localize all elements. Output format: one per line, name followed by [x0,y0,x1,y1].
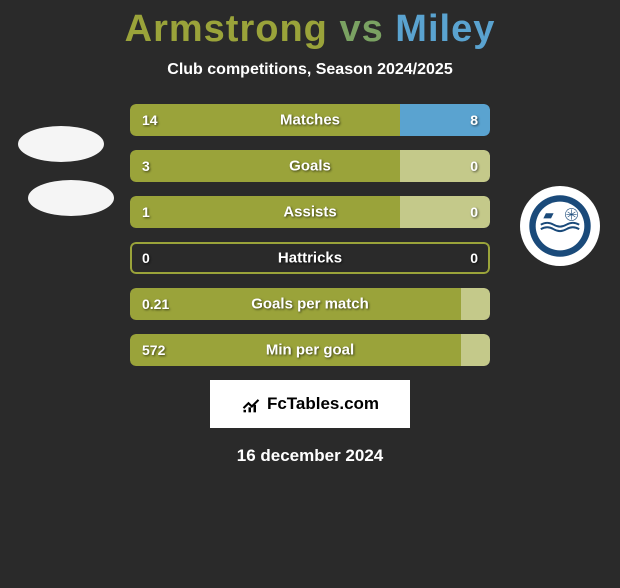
stats-comparison: Matches148Goals30Assists10Hattricks00Goa… [130,104,490,366]
stat-label: Min per goal [266,342,354,359]
stat-value-left: 14 [142,112,158,128]
stat-value-left: 0.21 [142,296,169,312]
stat-row: Goals per match 0.21 [130,288,490,320]
stat-value-right: 0 [470,158,478,174]
title-player2: Miley [395,8,495,50]
stat-row: Assists 1 0 [130,196,490,228]
page-title: Armstrong vs Miley [0,8,620,51]
stat-bar-right [461,334,490,366]
stat-bar-left [130,150,400,182]
shield-icon [528,194,592,258]
avatar-left-2 [28,180,114,216]
title-vs: vs [339,8,383,50]
stat-value-right: 0 [470,204,478,220]
stat-label: Matches [280,112,340,129]
stat-label: Goals per match [251,296,369,313]
stat-row: Matches 14 8 [130,104,490,136]
stat-bar-right [461,288,490,320]
title-player1: Armstrong [125,8,328,50]
stat-row: Goals 3 0 [130,150,490,182]
stat-bar-left [130,196,400,228]
source-logo: FcTables.com [210,380,410,428]
date-label: 16 december 2024 [0,446,620,466]
stat-value-left: 572 [142,342,165,358]
stat-value-left: 3 [142,158,150,174]
stat-row: Min per goal 572 [130,334,490,366]
source-logo-text: FcTables.com [267,394,379,414]
stat-label: Goals [289,158,331,175]
stat-label: Assists [283,204,336,221]
stat-label: Hattricks [278,250,342,267]
avatar-left-1 [18,126,104,162]
subtitle: Club competitions, Season 2024/2025 [0,61,620,79]
club-badge [520,186,600,266]
chart-icon [241,394,261,414]
stat-value-left: 0 [142,250,150,266]
stat-value-left: 1 [142,204,150,220]
stat-value-right: 8 [470,112,478,128]
stat-bar-left [130,104,400,136]
stat-value-right: 0 [470,250,478,266]
stat-row: Hattricks 0 0 [130,242,490,274]
